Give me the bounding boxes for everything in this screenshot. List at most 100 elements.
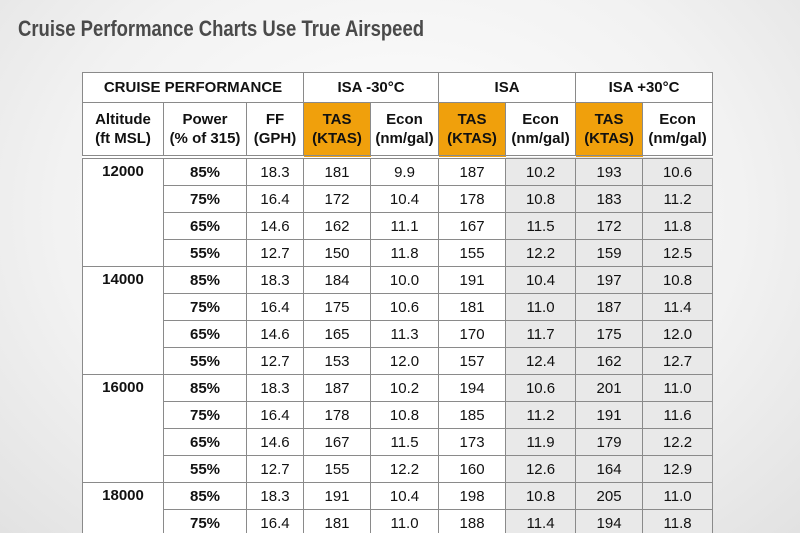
value-cell: 11.8 — [642, 509, 714, 533]
value-cell: 10.6 — [370, 293, 440, 321]
value-cell: 172 — [575, 212, 644, 240]
value-cell: 150 — [303, 239, 372, 267]
power-cell: 85% — [163, 156, 247, 186]
value-cell: 193 — [575, 156, 644, 186]
value-cell: 18.3 — [245, 266, 305, 294]
data-row: 18000 85% 18.3 191 10.4 198 10.8 205 11.0 — [82, 482, 714, 533]
table-body: 12000 85% 18.3 181 9.9 187 10.2 193 10.6 75% 16.4 1… — [82, 156, 714, 533]
value-cell: 11.5 — [505, 212, 577, 240]
header-line: (GPH) — [253, 130, 297, 147]
value-cell: 181 — [303, 156, 372, 186]
value-cell: 10.6 — [642, 156, 714, 186]
value-cell: 155 — [438, 239, 507, 267]
value-cell: 205 — [575, 482, 644, 510]
header-line: (KTAS) — [447, 130, 497, 147]
header-line: (nm/gal) — [511, 130, 570, 147]
header-line: Econ — [386, 111, 423, 128]
data-row: 75% 16.4 172 10.4 178 10.8 183 11.2 — [83, 185, 714, 213]
column-header: TAS (KTAS) — [575, 102, 644, 159]
value-cell: 165 — [303, 320, 372, 348]
value-cell: 11.2 — [642, 185, 714, 213]
value-cell: 155 — [303, 455, 372, 483]
value-cell: 10.0 — [370, 266, 440, 294]
power-cell: 65% — [163, 428, 247, 456]
power-cell: 85% — [163, 482, 247, 510]
value-cell: 175 — [303, 293, 372, 321]
value-cell: 10.4 — [370, 482, 440, 510]
header-line: Altitude — [95, 111, 151, 128]
value-cell: 153 — [303, 347, 372, 375]
value-cell: 194 — [438, 374, 507, 402]
value-cell: 11.2 — [505, 401, 577, 429]
value-cell: 18.3 — [245, 374, 305, 402]
column-header: TAS (KTAS) — [303, 102, 372, 159]
value-cell: 10.8 — [505, 482, 577, 510]
header-row: CRUISE PERFORMANCE ISA -30°C ISA ISA +30°C — [81, 72, 714, 103]
column-header: Power (% of 315) — [163, 102, 247, 159]
header-line: (KTAS) — [312, 130, 362, 147]
value-cell: 198 — [438, 482, 507, 510]
cruise-table: CRUISE PERFORMANCE ISA -30°C ISA ISA +30°C A… — [81, 72, 714, 533]
header-line: TAS — [594, 111, 624, 128]
power-cell: 85% — [163, 374, 247, 402]
header-line: (nm/gal) — [648, 130, 707, 147]
value-cell: 16.4 — [245, 509, 305, 533]
power-cell: 55% — [163, 455, 247, 483]
value-cell: 9.9 — [370, 156, 440, 186]
data-row: 16000 85% 18.3 187 10.2 194 10.6 201 11.0 — [82, 374, 714, 483]
value-cell: 12.0 — [642, 320, 714, 348]
power-cell: 75% — [163, 509, 247, 533]
altitude-cell: 16000 — [82, 374, 164, 483]
value-cell: 179 — [575, 428, 644, 456]
value-cell: 12.4 — [505, 347, 577, 375]
column-header: Econ (nm/gal) — [642, 102, 714, 159]
value-cell: 11.0 — [642, 374, 714, 402]
value-cell: 12.7 — [245, 239, 305, 267]
value-cell: 14.6 — [245, 320, 305, 348]
value-cell: 10.2 — [370, 374, 440, 402]
value-cell: 187 — [438, 156, 507, 186]
value-cell: 10.2 — [505, 156, 577, 186]
value-cell: 187 — [575, 293, 644, 321]
power-cell: 65% — [163, 320, 247, 348]
value-cell: 159 — [575, 239, 644, 267]
header-line: (nm/gal) — [375, 130, 434, 147]
value-cell: 11.0 — [370, 509, 440, 533]
value-cell: 10.6 — [505, 374, 577, 402]
value-cell: 12.6 — [505, 455, 577, 483]
value-cell: 197 — [575, 266, 644, 294]
value-cell: 184 — [303, 266, 372, 294]
group-header: ISA -30°C — [303, 72, 440, 103]
header-line: (KTAS) — [584, 130, 634, 147]
value-cell: 12.7 — [642, 347, 714, 375]
value-cell: 162 — [575, 347, 644, 375]
group-header: ISA — [438, 72, 577, 103]
power-cell: 55% — [163, 347, 247, 375]
value-cell: 12.7 — [245, 347, 305, 375]
table-head: CRUISE PERFORMANCE ISA -30°C ISA ISA +30°C A… — [81, 72, 714, 159]
value-cell: 18.3 — [245, 156, 305, 186]
value-cell: 183 — [575, 185, 644, 213]
altitude-cell: 14000 — [82, 266, 164, 375]
value-cell: 201 — [575, 374, 644, 402]
value-cell: 14.6 — [245, 212, 305, 240]
value-cell: 12.2 — [370, 455, 440, 483]
value-cell: 11.5 — [370, 428, 440, 456]
value-cell: 167 — [303, 428, 372, 456]
header-line: FF — [265, 111, 285, 128]
value-cell: 12.7 — [245, 455, 305, 483]
power-cell: 75% — [163, 185, 247, 213]
value-cell: 191 — [575, 401, 644, 429]
value-cell: 178 — [438, 185, 507, 213]
value-cell: 11.0 — [642, 482, 714, 510]
column-header: TAS (KTAS) — [438, 102, 507, 159]
value-cell: 11.4 — [642, 293, 714, 321]
power-cell: 85% — [163, 266, 247, 294]
value-cell: 12.9 — [642, 455, 714, 483]
altitude-cell: 12000 — [82, 156, 164, 267]
value-cell: 10.4 — [370, 185, 440, 213]
column-header: FF (GPH) — [245, 102, 305, 159]
value-cell: 164 — [575, 455, 644, 483]
value-cell: 11.6 — [642, 401, 714, 429]
